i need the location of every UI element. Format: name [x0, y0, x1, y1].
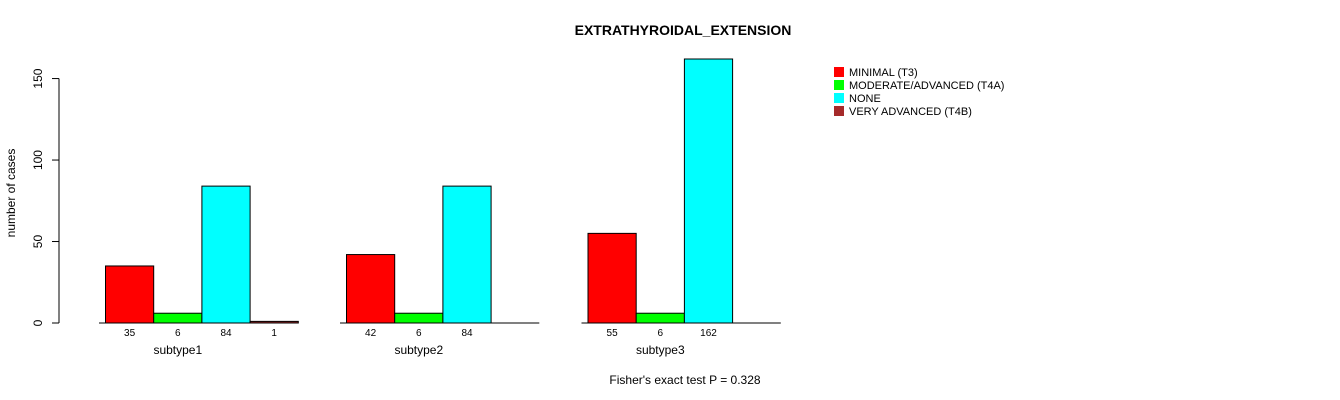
chart-title: EXTRATHYROIDAL_EXTENSION — [575, 22, 792, 38]
y-tick-label: 0 — [31, 319, 45, 326]
bar-count-label: 84 — [220, 328, 232, 339]
legend-swatch — [834, 67, 844, 77]
bar-count-label: 6 — [658, 328, 664, 339]
group-label: subtype1 — [153, 343, 202, 357]
legend-swatch — [834, 80, 844, 90]
legend-swatch — [834, 106, 844, 116]
legend: MINIMAL (T3)MODERATE/ADVANCED (T4A)NONEV… — [834, 67, 1004, 118]
legend-swatch — [834, 93, 844, 103]
bar — [346, 254, 396, 324]
group-label: subtype3 — [636, 343, 685, 357]
bar — [683, 58, 734, 324]
bar-count-label: 55 — [607, 328, 619, 339]
bar — [442, 185, 492, 324]
y-tick-label: 50 — [31, 235, 45, 249]
bar-count-label: 35 — [124, 328, 136, 339]
fisher-test-footnote: Fisher's exact test P = 0.328 — [609, 373, 760, 387]
bar — [394, 312, 444, 324]
bar-count-label: 162 — [700, 328, 717, 339]
legend-label: NONE — [849, 93, 881, 105]
legend-label: MODERATE/ADVANCED (T4A) — [849, 80, 1004, 92]
y-axis: 0 50 100 150 — [31, 68, 60, 326]
bar-count-label: 6 — [416, 328, 422, 339]
bar — [587, 232, 637, 324]
bar-count-label: 1 — [271, 328, 277, 339]
bar-count-label: 84 — [461, 328, 473, 339]
y-axis-label: number of cases — [4, 149, 18, 238]
bar-group-subtype2: 42 6 84 subtype2 — [340, 185, 540, 357]
bar-group-subtype1: 35 6 84 1 subtype1 — [99, 185, 299, 357]
bar — [249, 320, 299, 324]
y-tick-label: 100 — [31, 150, 45, 170]
legend-label: MINIMAL (T3) — [849, 67, 918, 79]
bar-count-label: 42 — [365, 328, 377, 339]
bar — [635, 312, 685, 324]
bar — [105, 265, 155, 324]
legend-label: VERY ADVANCED (T4B) — [849, 106, 972, 118]
bar-group-subtype3: 55 6 162 subtype3 — [581, 58, 781, 357]
bar-count-label: 6 — [175, 328, 181, 339]
y-tick-label: 150 — [31, 68, 45, 88]
bar-groups: 35 6 84 1 subtype1 42 6 84 subtype2 55 6 162 subtype… — [99, 58, 781, 357]
group-label: subtype2 — [394, 343, 443, 357]
bar — [201, 185, 251, 324]
bar — [153, 312, 203, 324]
